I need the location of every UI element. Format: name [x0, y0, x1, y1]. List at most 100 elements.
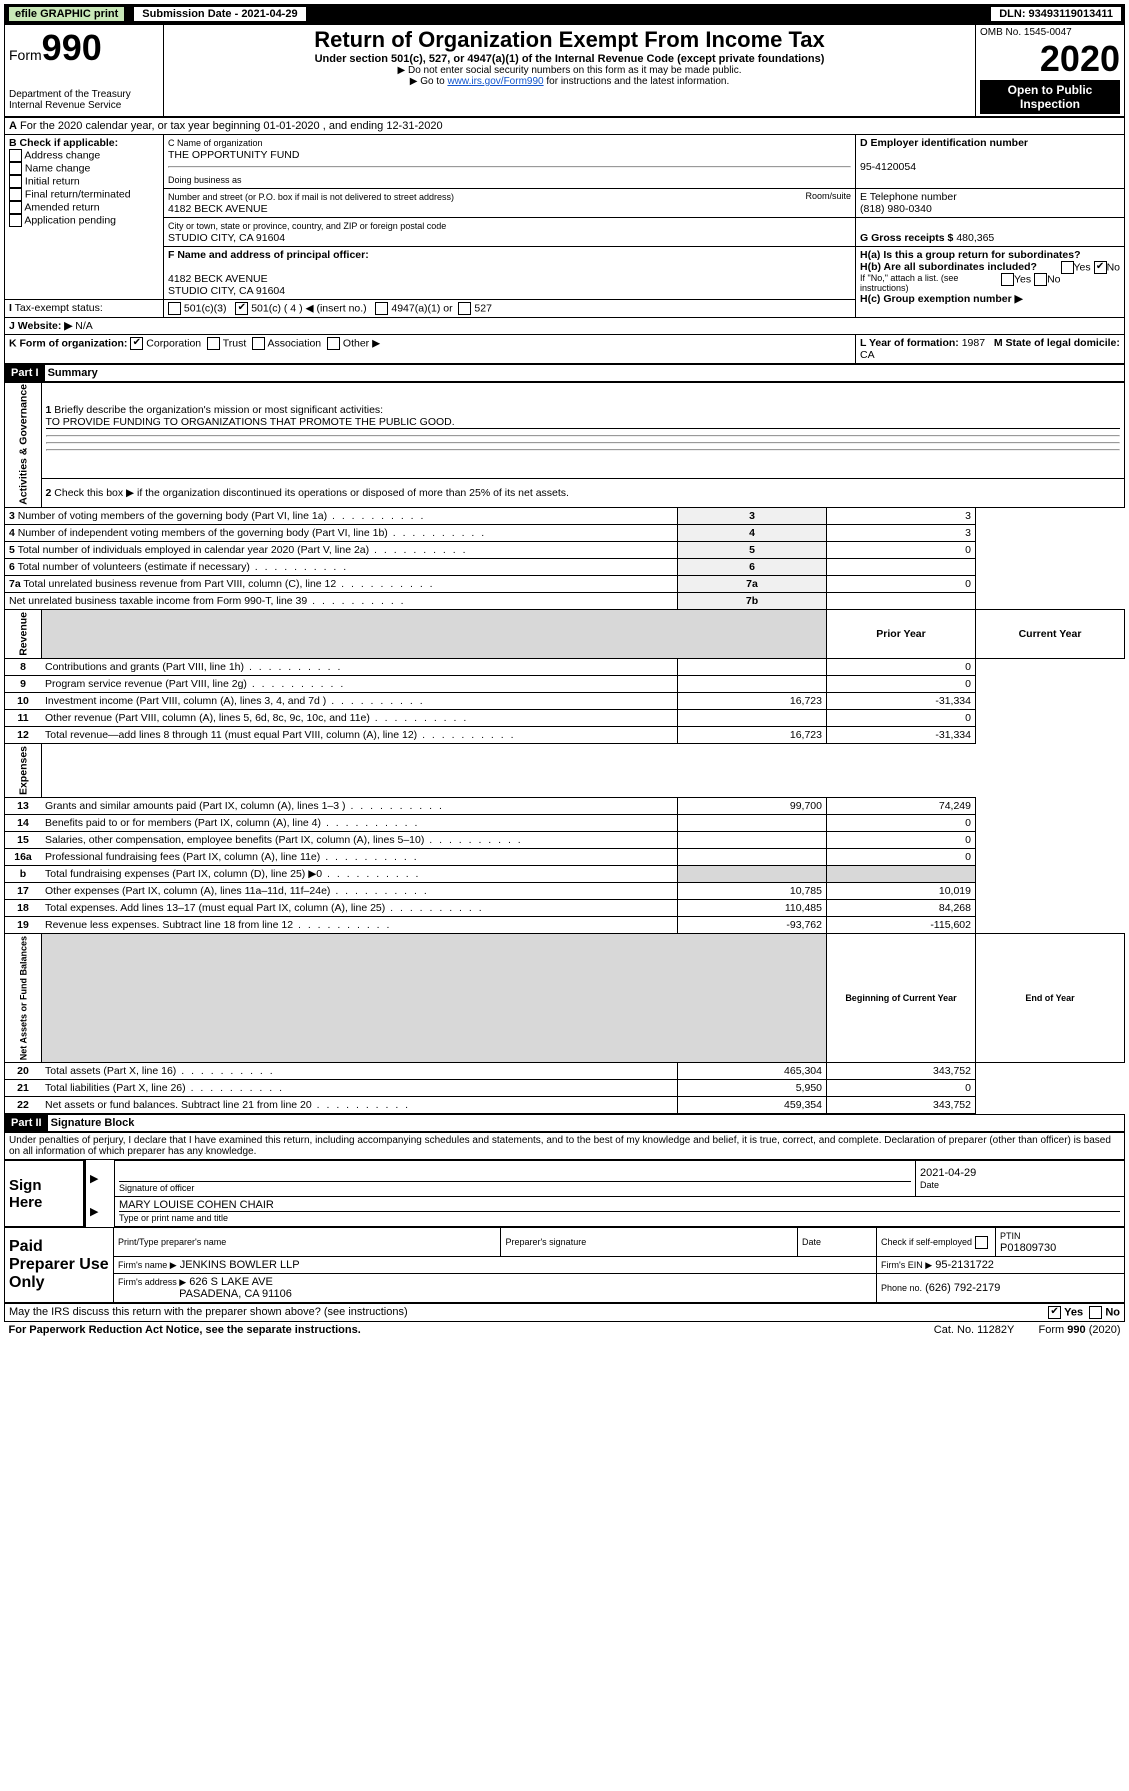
- pp-col2: Preparer's signature: [501, 1228, 798, 1257]
- te-527[interactable]: [458, 302, 471, 315]
- te-501c[interactable]: [235, 302, 248, 315]
- side-governance: Activities & Governance: [5, 382, 42, 508]
- discuss-label: May the IRS discuss this return with the…: [9, 1306, 408, 1318]
- box-m-label: M State of legal domicile:: [994, 337, 1120, 349]
- room-label: Room/suite: [805, 191, 851, 201]
- paid-preparer-block: Paid Preparer Use Only Print/Type prepar…: [4, 1227, 1125, 1303]
- officer-addr2: STUDIO CITY, CA 91604: [168, 285, 285, 297]
- org-name: THE OPPORTUNITY FUND: [168, 149, 299, 161]
- te-4947[interactable]: [375, 302, 388, 315]
- boxb-option[interactable]: [9, 188, 22, 201]
- k-assoc[interactable]: [252, 337, 265, 350]
- sign-here-block: Sign Here ▶ Signature of officer 2021-04…: [4, 1160, 1125, 1227]
- q2-label: Check this box ▶ if the organization dis…: [54, 487, 569, 499]
- col-begin: Beginning of Current Year: [827, 934, 976, 1063]
- part1-table: Activities & Governance 1 Briefly descri…: [4, 382, 1125, 1115]
- boxb-option[interactable]: [9, 201, 22, 214]
- paid-label: Paid Preparer Use Only: [5, 1228, 114, 1303]
- firm-addr-label: Firm's address ▶: [118, 1277, 186, 1287]
- boxb-option[interactable]: [9, 162, 22, 175]
- box-f-label: F Name and address of principal officer:: [168, 249, 369, 261]
- boxb-option[interactable]: [9, 214, 22, 227]
- k-other[interactable]: [327, 337, 340, 350]
- hb-yes[interactable]: [1001, 273, 1014, 286]
- note2-post: for instructions and the latest informat…: [544, 76, 730, 87]
- side-expenses: Expenses: [5, 744, 42, 798]
- discuss-no[interactable]: [1089, 1306, 1102, 1319]
- line-a: A For the 2020 calendar year, or tax yea…: [5, 118, 1125, 135]
- boxb-option[interactable]: [9, 175, 22, 188]
- form-title: Return of Organization Exempt From Incom…: [168, 27, 971, 53]
- discuss-yes[interactable]: [1048, 1306, 1061, 1319]
- submission-date: Submission Date - 2021-04-29: [133, 6, 306, 22]
- box-d-label: D Employer identification number: [860, 137, 1028, 149]
- firm-addr: 626 S LAKE AVE: [189, 1276, 273, 1288]
- self-employed-check[interactable]: [975, 1236, 988, 1249]
- h-note: If "No," attach a list. (see instruction…: [860, 273, 1120, 293]
- firm-ein-label: Firm's EIN ▶: [881, 1260, 932, 1270]
- instructions-link[interactable]: www.irs.gov/Form990: [447, 76, 543, 87]
- phone: (818) 980-0340: [860, 203, 932, 215]
- firm-name: JENKINS BOWLER LLP: [180, 1259, 300, 1271]
- firm-city: PASADENA, CA 91106: [179, 1288, 292, 1300]
- ha-no[interactable]: [1094, 261, 1107, 274]
- part2-title: Signature Block: [51, 1117, 135, 1129]
- officer-name: MARY LOUISE COHEN CHAIR: [119, 1199, 1120, 1212]
- city-label: City or town, state or province, country…: [168, 221, 446, 231]
- firm-ein: 95-2131722: [935, 1259, 994, 1271]
- ein: 95-4120054: [860, 161, 916, 173]
- box-e-label: E Telephone number: [860, 191, 957, 203]
- box-k-label: K Form of organization:: [9, 337, 127, 349]
- hb-no[interactable]: [1034, 273, 1047, 286]
- dba-label: Doing business as: [168, 175, 242, 185]
- street-address: 4182 BECK AVENUE: [168, 203, 268, 215]
- footer-block: May the IRS discuss this return with the…: [4, 1303, 1125, 1338]
- sign-here-label: Sign Here: [5, 1161, 85, 1227]
- omb-number: OMB No. 1545-0047: [980, 27, 1120, 38]
- firm-phone: (626) 792-2179: [925, 1282, 1000, 1294]
- boxb-option[interactable]: [9, 149, 22, 162]
- tax-year: 2020: [980, 38, 1120, 80]
- sign-date-label: Date: [920, 1180, 939, 1190]
- website-label: Website: ▶: [18, 320, 73, 332]
- sig-officer-label: Signature of officer: [119, 1183, 194, 1193]
- header-block: Form990 Department of the Treasury Inter…: [4, 24, 1125, 117]
- form-footer: Form 990 (2020): [1039, 1324, 1121, 1336]
- k-trust[interactable]: [207, 337, 220, 350]
- paperwork-notice: For Paperwork Reduction Act Notice, see …: [9, 1324, 361, 1336]
- mission-text: TO PROVIDE FUNDING TO ORGANIZATIONS THAT…: [46, 416, 1121, 429]
- declaration: Under penalties of perjury, I declare th…: [4, 1132, 1125, 1160]
- box-l-label: L Year of formation:: [860, 337, 959, 349]
- col-current: Current Year: [976, 610, 1125, 659]
- pp-col4: Check if self-employed: [877, 1228, 996, 1257]
- efile-badge[interactable]: efile GRAPHIC print: [8, 6, 125, 22]
- te-501c3[interactable]: [168, 302, 181, 315]
- ptin: P01809730: [1000, 1242, 1056, 1254]
- hb-label: H(b) Are all subordinates included?: [860, 261, 1037, 273]
- city-state-zip: STUDIO CITY, CA 91604: [168, 232, 285, 244]
- q1-label: Briefly describe the organization's miss…: [54, 404, 383, 416]
- ha-label: H(a) Is this a group return for subordin…: [860, 249, 1081, 261]
- info-block: A For the 2020 calendar year, or tax yea…: [4, 117, 1125, 364]
- hc-label: H(c) Group exemption number ▶: [860, 293, 1023, 305]
- part2-label: Part II: [5, 1115, 48, 1131]
- form-subtitle: Under section 501(c), 527, or 4947(a)(1)…: [168, 53, 971, 65]
- form-number: 990: [42, 27, 102, 68]
- addr-label: Number and street (or P.O. box if mail i…: [168, 192, 454, 202]
- k-corp[interactable]: [130, 337, 143, 350]
- dept-label: Department of the Treasury Internal Reve…: [9, 89, 159, 111]
- form-note2: ▶ Go to www.irs.gov/Form990 for instruct…: [168, 76, 971, 87]
- state-domicile: CA: [860, 349, 875, 361]
- sign-date: 2021-04-29: [920, 1167, 1120, 1179]
- year-formation: 1987: [962, 337, 985, 349]
- col-prior: Prior Year: [827, 610, 976, 659]
- box-g-label: G Gross receipts $: [860, 232, 953, 244]
- cat-no: Cat. No. 11282Y: [934, 1324, 1014, 1336]
- dln: DLN: 93493119013411: [991, 7, 1121, 21]
- ha-yes[interactable]: [1061, 261, 1074, 274]
- officer-name-label: Type or print name and title: [119, 1213, 228, 1223]
- website-val: N/A: [75, 320, 93, 332]
- box-c-name-label: C Name of organization: [168, 138, 263, 148]
- note2-pre: ▶ Go to: [410, 76, 448, 87]
- top-bar: efile GRAPHIC print Submission Date - 20…: [4, 4, 1125, 24]
